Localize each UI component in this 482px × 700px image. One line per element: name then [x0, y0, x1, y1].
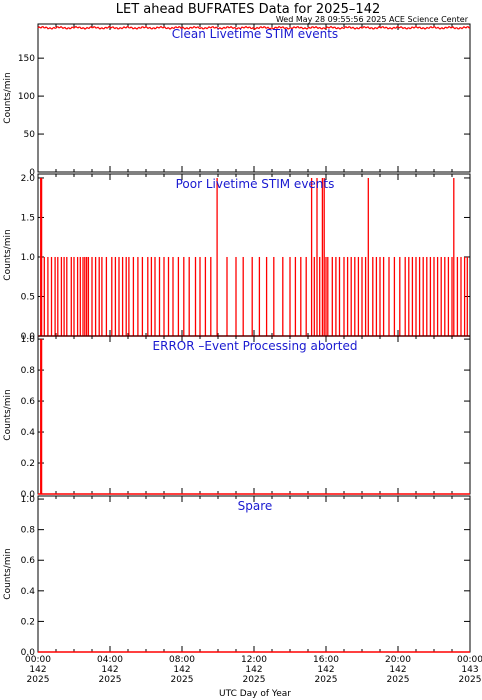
y-tick-label: 0.2: [21, 459, 35, 469]
x-tick-label: 2025: [27, 675, 50, 685]
x-axis-labels: 00:00142202504:00142202508:00142202512:0…: [25, 655, 482, 685]
panel-4: 0.0 0.2 0.4 0.6 0.8 1.0 Counts/min Spare: [3, 495, 471, 658]
x-tick-label: 20:00: [385, 655, 411, 665]
y-tick-label: 0.6: [21, 397, 36, 407]
series-line: [37, 25, 471, 30]
panel-frame: [37, 495, 471, 653]
x-tick-label: 04:00: [97, 655, 123, 665]
panel-title: Poor Livetime STIM events: [176, 177, 335, 191]
y-tick-label: 100: [18, 92, 35, 102]
figure-subtitle: Wed May 28 09:55:56 2025 ACE Science Cen…: [276, 15, 469, 24]
y-tick-label: 0.8: [21, 366, 36, 376]
x-tick-label: 142: [101, 665, 118, 675]
x-tick-label: 00:00: [25, 655, 51, 665]
x-tick-label: 2025: [99, 675, 122, 685]
y-axis-label: Counts/min: [3, 389, 13, 440]
y-tick-label: 50: [24, 130, 36, 140]
y-axis-label: Counts/min: [3, 72, 13, 123]
x-tick-label: 142: [173, 665, 190, 675]
panel-1: 0 50 100 150 Counts/min Clean Livetime STIM e…: [3, 23, 471, 178]
y-tick-label: 0.2: [21, 617, 35, 627]
x-tick-label: 16:00: [313, 655, 339, 665]
x-axis-label: UTC Day of Year: [219, 689, 291, 699]
series: [37, 25, 471, 30]
y-tick-label: 0.4: [21, 587, 36, 597]
x-tick-label: 2025: [387, 675, 410, 685]
series: [38, 339, 470, 495]
y-tick-label: 1.0: [21, 495, 36, 505]
y-tick-label: 0.0: [21, 490, 36, 500]
y-tick-label: 1.5: [21, 213, 35, 223]
y-axis-label: Counts/min: [3, 229, 13, 280]
panels: 0 50 100 150 Counts/min Clean Livetime STIM e…: [3, 23, 471, 658]
y-axis-label: Counts/min: [3, 548, 13, 599]
x-tick-label: 142: [29, 665, 46, 675]
x-tick-label: 142: [389, 665, 406, 675]
panel-frame: [37, 23, 471, 173]
x-tick-label: 00:00: [457, 655, 482, 665]
y-tick-label: 0: [29, 168, 35, 178]
x-tick-label: 2025: [315, 675, 338, 685]
panel-3: 0.0 0.2 0.4 0.6 0.8 1.0 Counts/min ERROR –Event…: [3, 335, 471, 500]
y-tick-label: 0.6: [21, 556, 36, 566]
y-tick-label: 1.0: [21, 335, 36, 345]
panel-title: Spare: [238, 499, 273, 513]
x-tick-label: 12:00: [241, 655, 267, 665]
y-tick-label: 0.8: [21, 526, 36, 536]
panel-2: 0.0 0.5 1.0 1.5 2.0 Counts/min Poor Livetime S…: [3, 173, 471, 342]
series: [38, 177, 470, 337]
y-tick-label: 0.0: [21, 648, 36, 658]
x-tick-label: 2025: [459, 675, 482, 685]
x-tick-label: 142: [245, 665, 262, 675]
y-tick-label: 150: [18, 54, 35, 64]
y-tick-label: 2.0: [21, 174, 36, 184]
x-tick-label: 2025: [243, 675, 266, 685]
x-tick-label: 08:00: [169, 655, 195, 665]
panel-frame: [37, 335, 471, 495]
panel-title: Clean Livetime STIM events: [172, 27, 338, 41]
y-tick-label: 0.5: [21, 292, 35, 302]
panel-title: ERROR –Event Processing aborted: [153, 339, 358, 353]
x-tick-label: 143: [461, 665, 478, 675]
figure-title: LET ahead BUFRATES Data for 2025–142: [116, 2, 381, 17]
y-tick-label: 0.4: [21, 428, 36, 438]
y-tick-label: 0.0: [21, 332, 36, 342]
x-tick-label: 2025: [171, 675, 194, 685]
y-tick-label: 1.0: [21, 253, 36, 263]
x-tick-label: 142: [317, 665, 334, 675]
